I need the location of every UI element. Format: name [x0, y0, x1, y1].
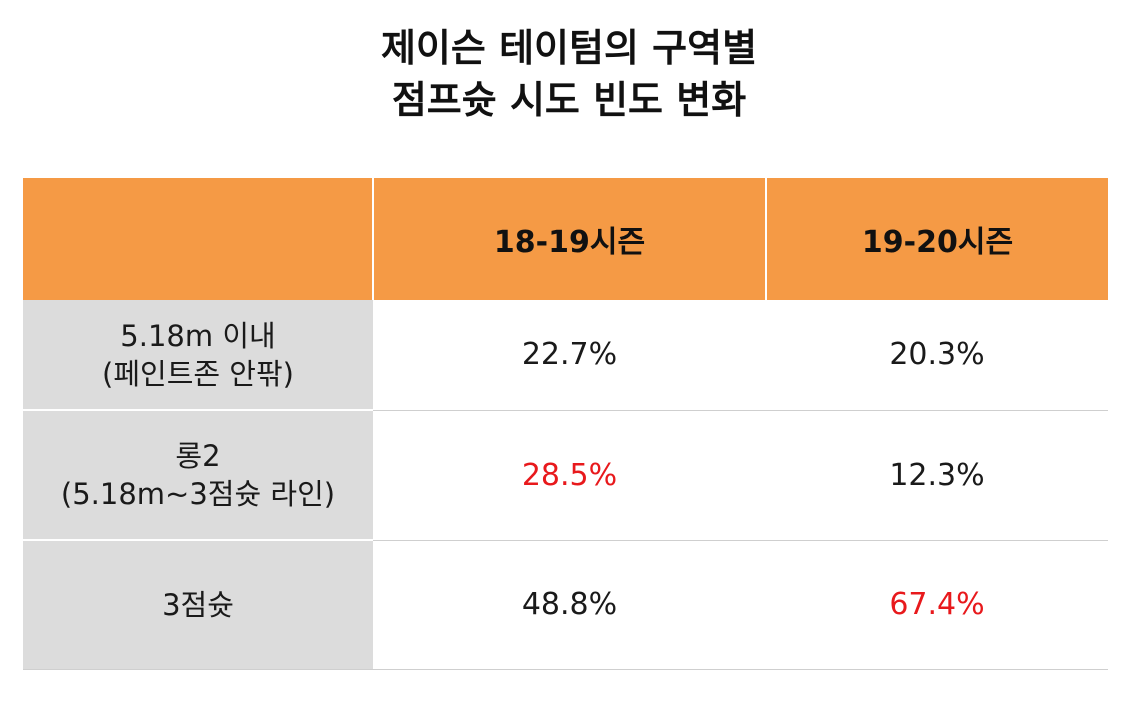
value-cell: 48.8%: [373, 540, 766, 670]
value-cell: 22.7%: [373, 300, 766, 411]
value-cell: 20.3%: [766, 300, 1108, 411]
shot-frequency-table: 18-19시즌 19-20시즌 5.18m 이내 (페인트존 안팎) 22.7%…: [23, 178, 1108, 670]
row-label-line-1: 롱2: [175, 439, 221, 473]
row-label-long-two: 롱2 (5.18m~3점슛 라인): [23, 410, 373, 541]
header-season-19-20: 19-20시즌: [765, 178, 1108, 300]
header-corner-cell: [23, 178, 373, 300]
title-line-2: 점프슛 시도 빈도 변화: [391, 78, 747, 122]
table-row: 5.18m 이내 (페인트존 안팎) 22.7% 20.3%: [23, 300, 1108, 411]
row-label-line-2: (5.18m~3점슛 라인): [60, 477, 336, 511]
value-cell-highlighted: 67.4%: [766, 540, 1108, 670]
row-label-three-point: 3점슛: [23, 540, 373, 670]
title-line-1: 제이슨 테이텀의 구역별: [380, 26, 758, 70]
value-cell-highlighted: 28.5%: [373, 410, 766, 541]
value-cell: 12.3%: [766, 410, 1108, 541]
header-season-18-19: 18-19시즌: [372, 178, 766, 300]
table-row: 롱2 (5.18m~3점슛 라인) 28.5% 12.3%: [23, 410, 1108, 541]
row-label-line-2: (페인트존 안팎): [102, 356, 294, 391]
row-label-line-1: 5.18m 이내: [120, 318, 276, 353]
chart-title: 제이슨 테이텀의 구역별 점프슛 시도 빈도 변화: [0, 22, 1138, 126]
header-row: 18-19시즌 19-20시즌: [23, 178, 1108, 300]
table-row: 3점슛 48.8% 67.4%: [23, 540, 1108, 670]
row-label-paint-zone: 5.18m 이내 (페인트존 안팎): [23, 300, 373, 411]
row-label-line-1: 3점슛: [162, 587, 234, 622]
